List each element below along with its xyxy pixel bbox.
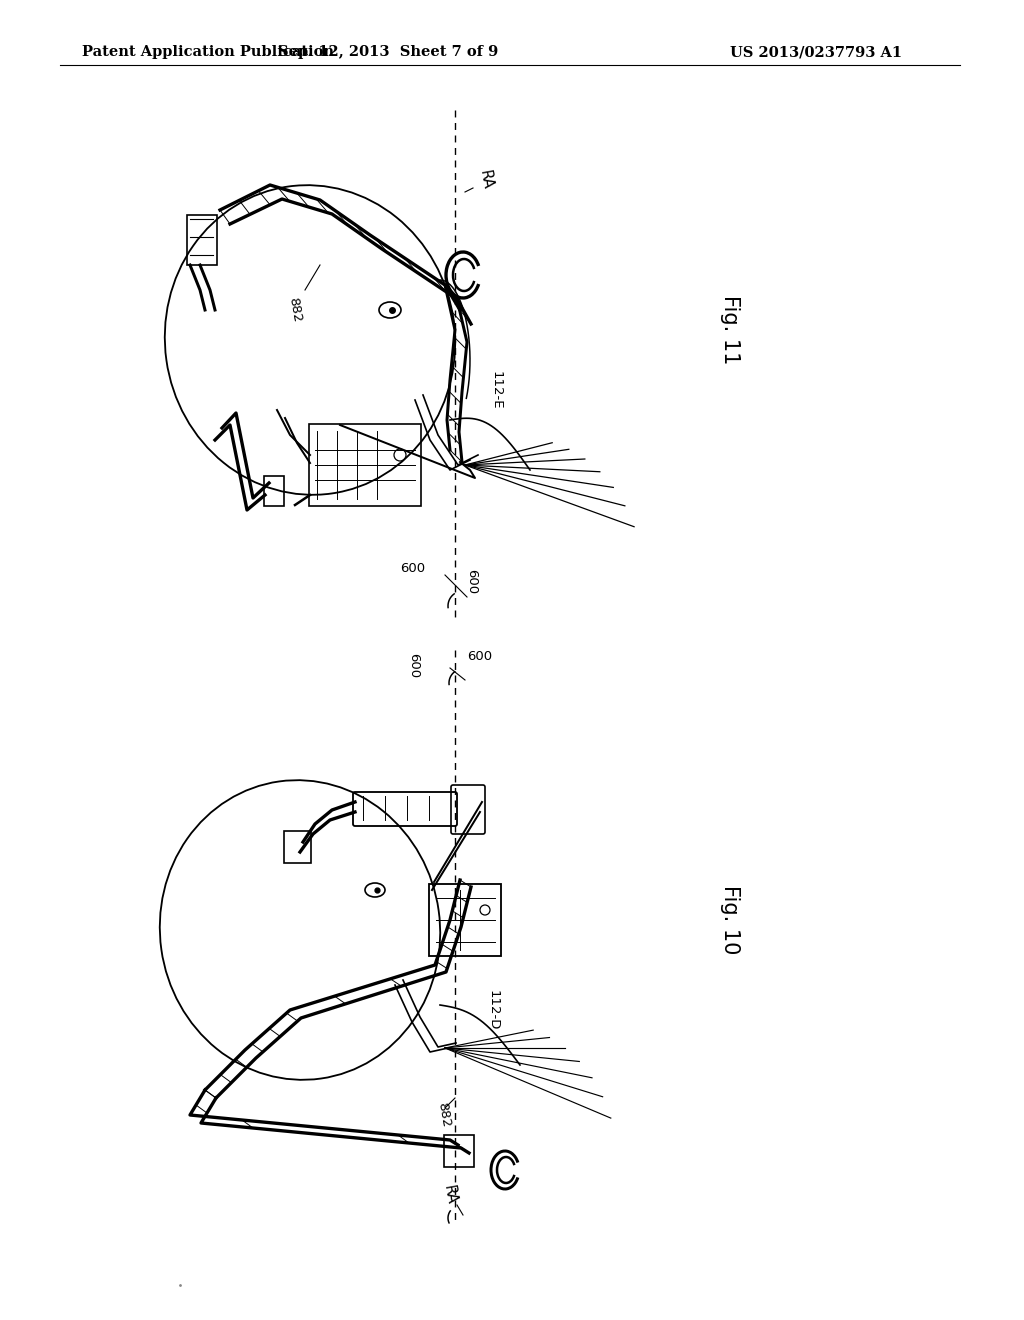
- Text: 600: 600: [400, 561, 425, 574]
- Text: 600: 600: [465, 569, 478, 594]
- Text: 600: 600: [407, 653, 420, 678]
- Text: RA: RA: [477, 169, 496, 191]
- Text: 882: 882: [287, 297, 303, 323]
- Text: Patent Application Publication: Patent Application Publication: [82, 45, 334, 59]
- Text: 112-D: 112-D: [487, 990, 500, 1030]
- Text: 600: 600: [467, 649, 493, 663]
- Text: Fig. 11: Fig. 11: [720, 296, 740, 364]
- Text: US 2013/0237793 A1: US 2013/0237793 A1: [730, 45, 902, 59]
- Text: 112-E: 112-E: [490, 371, 503, 409]
- Text: Sep. 12, 2013  Sheet 7 of 9: Sep. 12, 2013 Sheet 7 of 9: [278, 45, 498, 59]
- Text: RA: RA: [441, 1184, 459, 1206]
- Text: 882: 882: [435, 1101, 453, 1129]
- Text: Fig. 10: Fig. 10: [720, 886, 740, 954]
